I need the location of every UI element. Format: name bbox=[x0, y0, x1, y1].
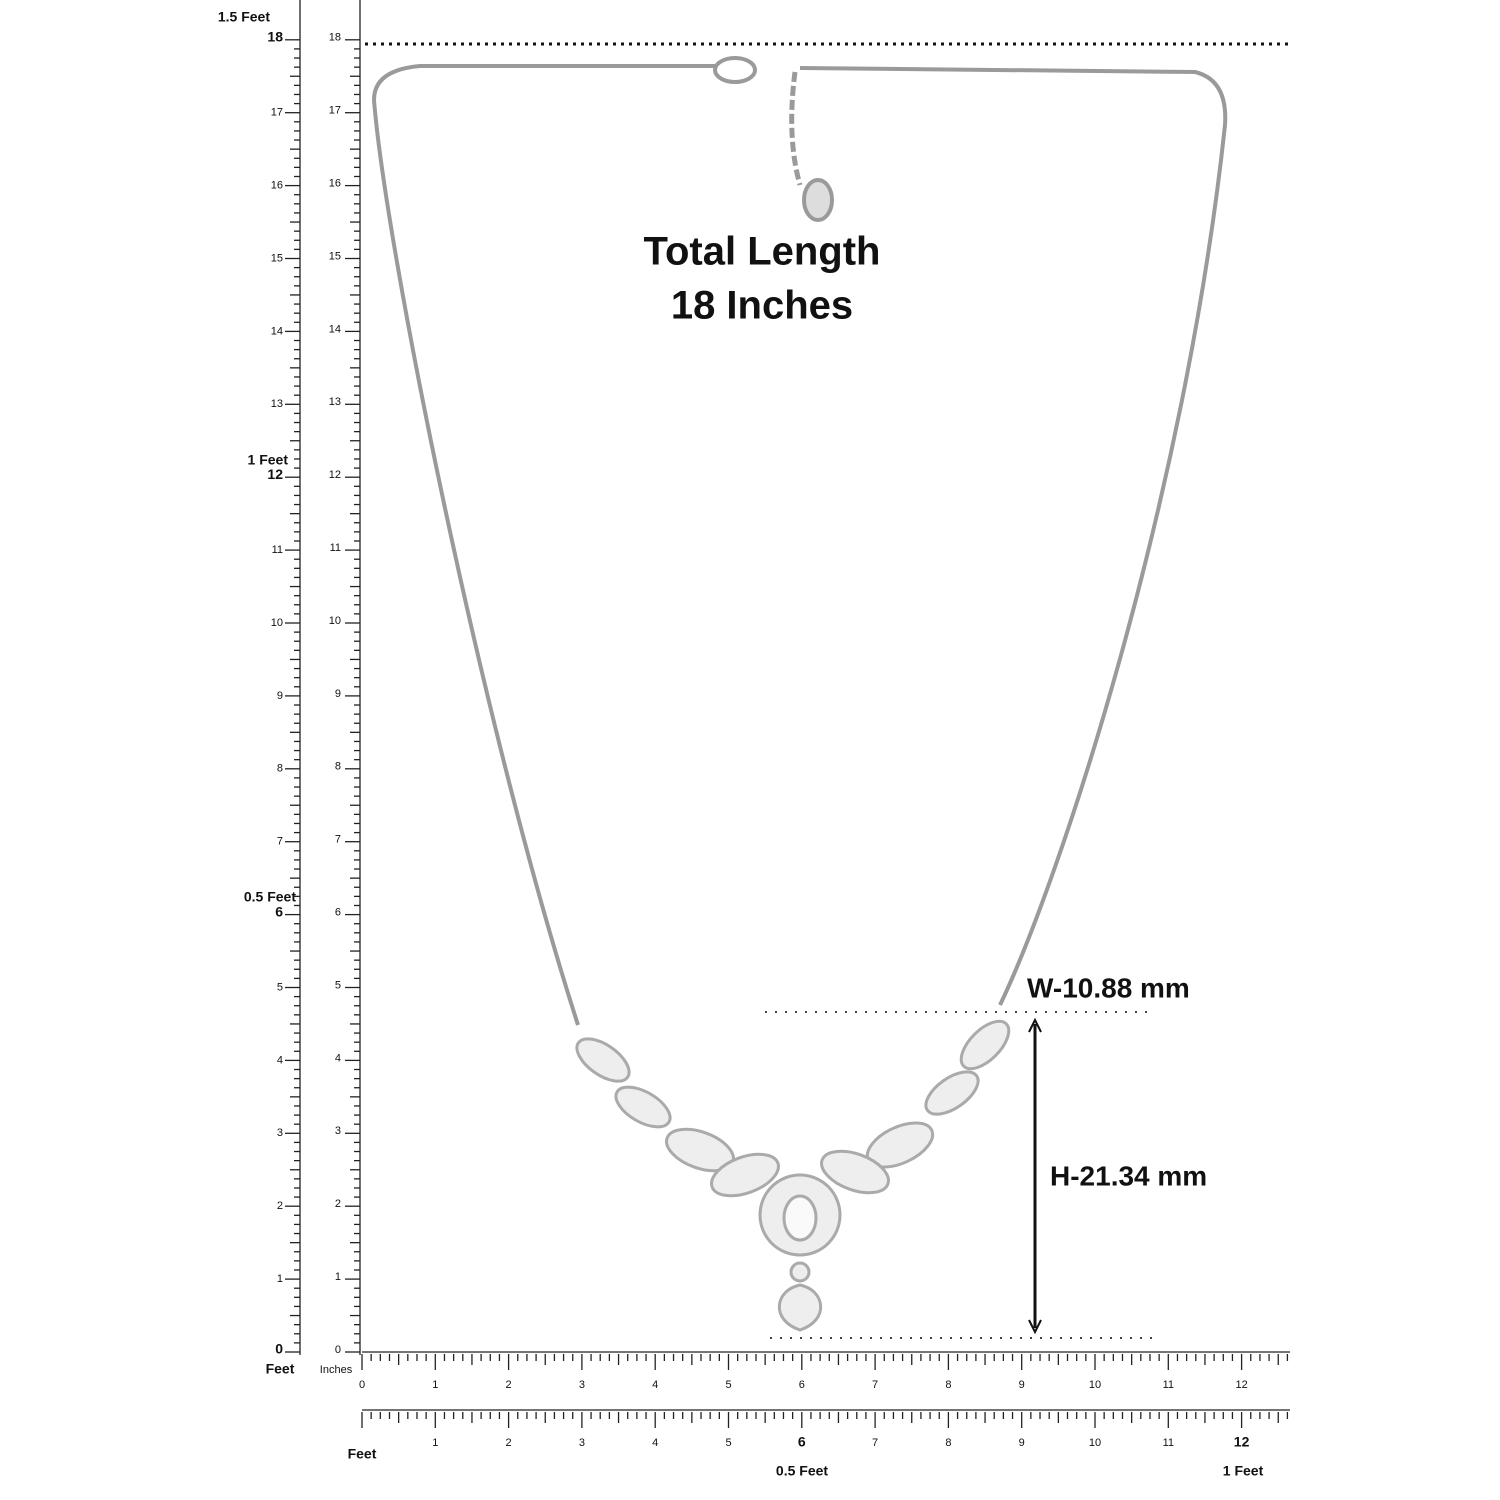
feet-ruler-label: 7 bbox=[872, 1437, 878, 1449]
width-label: W-10.88 mm bbox=[1027, 972, 1190, 1003]
inner-inch-label: 13 bbox=[329, 396, 341, 408]
inner-inch-label: 11 bbox=[330, 542, 341, 554]
feet-ruler-label: 12 bbox=[1234, 1434, 1250, 1450]
feet-label: 0.5 Feet bbox=[244, 889, 296, 905]
inches-unit: Inches bbox=[320, 1364, 353, 1376]
arrow-heads bbox=[1028, 1017, 1042, 1335]
inch-label: 2 bbox=[506, 1379, 512, 1391]
title: Total Length bbox=[644, 230, 881, 274]
outer-inch-label: 14 bbox=[271, 325, 283, 337]
drop-link bbox=[789, 1261, 811, 1283]
inner-inch-label: 4 bbox=[335, 1052, 341, 1064]
necklace bbox=[371, 56, 1228, 1332]
center-stone bbox=[782, 1194, 818, 1242]
feet-ruler-label: 10 bbox=[1089, 1437, 1101, 1449]
feet-label: 1 Feet bbox=[248, 452, 289, 468]
inner-inch-label: 16 bbox=[329, 178, 341, 190]
inner-inch-label: 12 bbox=[329, 469, 341, 481]
inch-label: 1 bbox=[432, 1379, 438, 1391]
drop bbox=[777, 1283, 823, 1332]
inner-inch-label: 9 bbox=[335, 688, 341, 700]
outer-inch-label: 1 bbox=[277, 1273, 283, 1285]
outer-inch-label: 11 bbox=[272, 544, 283, 556]
inch-label: 8 bbox=[945, 1379, 951, 1391]
inch-label: 0 bbox=[359, 1379, 365, 1391]
feet-ruler-label: 2 bbox=[506, 1437, 512, 1449]
inner-inch-label: 8 bbox=[335, 761, 341, 773]
extender bbox=[789, 71, 803, 186]
outer-inch-label: 12 bbox=[267, 466, 283, 482]
outer-inch-label: 18 bbox=[267, 29, 283, 45]
inner-inch-label: 18 bbox=[329, 32, 341, 44]
height-label: H-21.34 mm bbox=[1050, 1160, 1207, 1191]
inch-label: 3 bbox=[579, 1379, 585, 1391]
feet-ruler-label: 11 bbox=[1163, 1437, 1174, 1449]
length: 18 Inches bbox=[671, 284, 853, 328]
inner-inch-label: 7 bbox=[335, 834, 341, 846]
inner-inch-label: 14 bbox=[329, 323, 341, 335]
inner-inch-label: 2 bbox=[335, 1198, 341, 1210]
clasp bbox=[713, 56, 757, 84]
outer-inch-label: 9 bbox=[277, 690, 283, 702]
feet-unit: Feet bbox=[266, 1361, 295, 1377]
half-foot-label: 0.5 Feet bbox=[776, 1463, 828, 1479]
outer-inch-label: 17 bbox=[271, 107, 283, 119]
outer-inch-label: 15 bbox=[271, 252, 283, 264]
feet-ruler-label: 5 bbox=[725, 1437, 731, 1449]
feet-ruler-label: 4 bbox=[652, 1437, 658, 1449]
inner-inch-label: 10 bbox=[329, 615, 341, 627]
gem-leaf bbox=[924, 1070, 980, 1116]
outer-inch-label: 7 bbox=[277, 836, 283, 848]
outer-inch-label: 2 bbox=[277, 1200, 283, 1212]
tag bbox=[802, 178, 834, 222]
feet-ruler-label: 6 bbox=[798, 1434, 806, 1450]
inner-inch-label: 0 bbox=[335, 1344, 341, 1356]
inner-inch-label: 5 bbox=[335, 979, 341, 991]
inch-label: 12 bbox=[1235, 1379, 1247, 1391]
feet-ruler-label: 3 bbox=[579, 1437, 585, 1449]
inner-inch-label: 15 bbox=[329, 250, 341, 262]
gem-leaf bbox=[575, 1037, 631, 1083]
inner-inch-label: 3 bbox=[335, 1125, 341, 1137]
outer-inch-label: 13 bbox=[271, 398, 283, 410]
feet-ruler-label: 9 bbox=[1019, 1437, 1025, 1449]
gem-leaf bbox=[959, 1019, 1011, 1071]
outer-inch-label: 10 bbox=[271, 617, 283, 629]
inner-inch-label: 17 bbox=[329, 105, 341, 117]
gem-leaf bbox=[710, 1152, 780, 1198]
inch-label: 10 bbox=[1089, 1379, 1101, 1391]
outer-inch-label: 8 bbox=[277, 763, 283, 775]
outer-inch-label: 0 bbox=[275, 1341, 283, 1357]
gem-leaf bbox=[614, 1085, 672, 1129]
outer-inch-label: 4 bbox=[277, 1054, 283, 1066]
gem-leaf bbox=[820, 1149, 890, 1195]
outer-inch-label: 6 bbox=[275, 903, 283, 919]
inch-label: 7 bbox=[872, 1379, 878, 1391]
outer-inch-label: 5 bbox=[277, 981, 283, 993]
outer-inch-label: 3 bbox=[277, 1127, 283, 1139]
outer-inch-label: 16 bbox=[271, 180, 283, 192]
inch-label: 9 bbox=[1019, 1379, 1025, 1391]
inch-label: 5 bbox=[725, 1379, 731, 1391]
inch-label: 6 bbox=[799, 1379, 805, 1391]
feet-label: 1.5 Feet bbox=[218, 9, 270, 25]
one-foot-label: 1 Feet bbox=[1223, 1463, 1264, 1479]
chain bbox=[371, 64, 1228, 1026]
inner-inch-label: 6 bbox=[335, 907, 341, 919]
inner-inch-label: 1 bbox=[335, 1271, 341, 1283]
feet-ruler-label: 1 bbox=[432, 1437, 438, 1449]
inch-label: 11 bbox=[1163, 1379, 1174, 1391]
inch-label: 4 bbox=[652, 1379, 658, 1391]
feet-ruler-label: 8 bbox=[945, 1437, 951, 1449]
feet-unit: Feet bbox=[348, 1446, 377, 1462]
